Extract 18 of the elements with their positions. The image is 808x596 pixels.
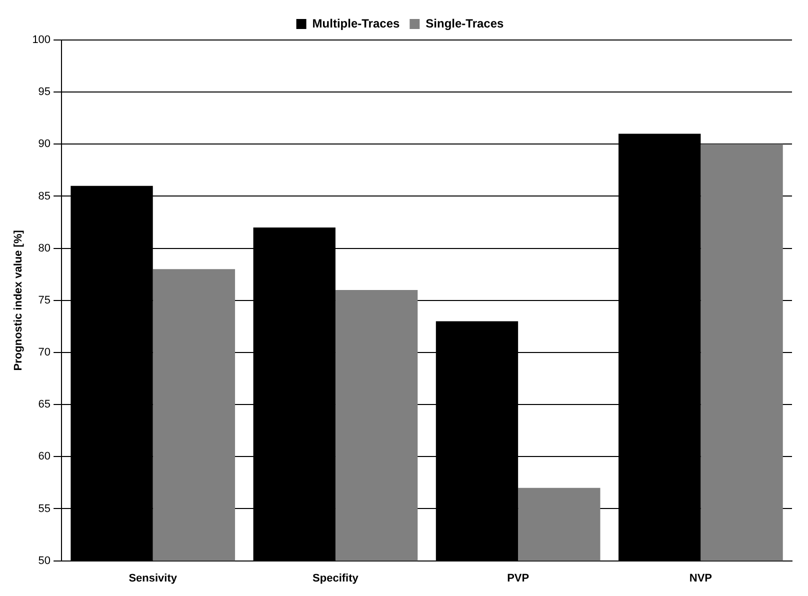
y-tick-label: 85	[38, 190, 51, 202]
y-tick-label: 60	[38, 450, 51, 463]
y-axis-title: Prognostic index value [%]	[12, 230, 25, 371]
legend-label: Multiple-Traces	[312, 16, 400, 30]
y-tick-label: 90	[38, 138, 51, 150]
x-tick-label: Sensivity	[128, 572, 178, 584]
y-tick-label: 70	[38, 346, 51, 359]
y-tick-label: 50	[38, 554, 51, 567]
y-tick-label: 75	[38, 294, 51, 306]
x-tick-label: PVP	[507, 572, 530, 584]
x-tick-label: NVP	[689, 572, 712, 584]
y-tick-label: 100	[32, 34, 51, 46]
x-tick-label: Specifity	[312, 572, 360, 584]
y-tick-label: 95	[38, 86, 51, 98]
y-tick-label: 55	[38, 502, 51, 515]
y-tick-label: 65	[38, 398, 51, 411]
y-tick-label: 80	[38, 242, 51, 254]
legend-label: Single-Traces	[426, 16, 504, 30]
